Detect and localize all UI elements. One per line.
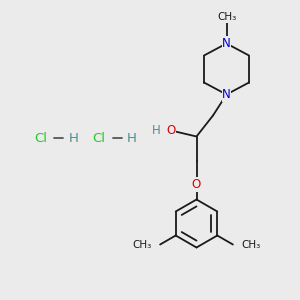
Text: CH₃: CH₃ [133,239,152,250]
Text: N: N [222,88,231,101]
Text: H: H [152,124,160,137]
Text: Cl: Cl [92,131,106,145]
Text: O: O [192,178,201,191]
Text: CH₃: CH₃ [241,239,260,250]
Text: CH₃: CH₃ [217,12,236,22]
Text: N: N [222,37,231,50]
Text: O: O [167,124,176,137]
Text: Cl: Cl [34,131,47,145]
Text: H: H [69,131,78,145]
Text: H: H [127,131,137,145]
